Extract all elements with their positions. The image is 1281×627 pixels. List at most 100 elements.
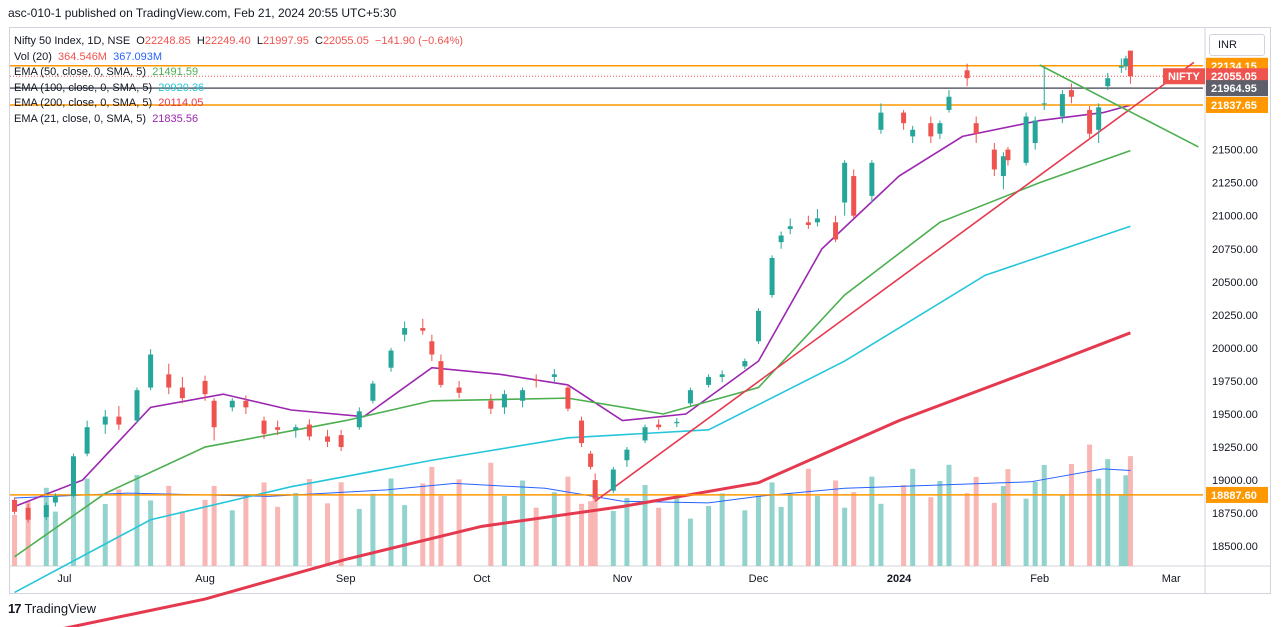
- high-value: 22249.40: [204, 35, 251, 47]
- candle-body: [592, 480, 598, 499]
- open-value: 22248.85: [144, 35, 191, 47]
- volume-bar: [687, 518, 693, 566]
- candle-body: [878, 112, 884, 130]
- chart-panel[interactable]: [9, 27, 1271, 594]
- candle-body: [656, 424, 662, 428]
- ema50-value: 21491.59: [152, 66, 199, 78]
- volume-bar: [878, 503, 884, 566]
- candle-body: [624, 449, 630, 461]
- candle-body: [275, 427, 281, 430]
- tradingview-logo[interactable]: 17 TradingView: [8, 601, 96, 616]
- x-tick-label: Mar: [1162, 573, 1181, 585]
- candle-body: [901, 112, 907, 124]
- volume-bar: [102, 504, 108, 566]
- volume-average-line: [14, 468, 1131, 504]
- candle-body: [928, 123, 934, 137]
- candle-body: [370, 383, 376, 401]
- volume-value: 364.546M: [58, 50, 107, 63]
- volume-bar: [869, 476, 875, 566]
- volume-bar: [946, 464, 952, 566]
- candle-body: [565, 387, 571, 409]
- ema-line-ema200: [63, 331, 1131, 627]
- volume-bar: [624, 498, 630, 566]
- volume-bar: [456, 479, 462, 566]
- legend-volume-row[interactable]: Vol (20) 364.546M 367.093M: [14, 50, 463, 66]
- y-tick-label: 21000.00: [1212, 211, 1258, 223]
- low-value: 21997.95: [262, 35, 309, 47]
- legend-ema21-row[interactable]: EMA (21, close, 0, SMA, 5) 21835.56: [14, 112, 463, 128]
- legend-ema50-row[interactable]: EMA (50, close, 0, SMA, 5) 21491.59: [14, 65, 463, 81]
- y-tick-label: 18500.00: [1212, 541, 1258, 553]
- high-label: H: [196, 35, 205, 47]
- volume-bar: [356, 508, 362, 566]
- volume-bar: [1127, 456, 1133, 566]
- volume-bar: [991, 502, 997, 566]
- x-tick-label: Oct: [473, 573, 490, 585]
- candle-body: [25, 507, 31, 520]
- candle-body: [102, 416, 108, 425]
- tradingview-logo-icon: 17: [8, 601, 22, 616]
- volume-bar: [805, 468, 811, 566]
- candle-body: [420, 328, 426, 331]
- legend-ema100-row[interactable]: EMA (100, close, 0, SMA, 5) 20920.36: [14, 81, 463, 97]
- candle-body: [642, 427, 648, 441]
- volume-bar: [1041, 464, 1047, 566]
- candle-body: [402, 328, 408, 335]
- legend-symbol-row[interactable]: Nifty 50 Index, 1D, NSE O22248.85 H22249…: [14, 34, 463, 50]
- volume-bar: [1005, 469, 1011, 566]
- y-tick-label: 19000.00: [1212, 475, 1258, 487]
- candle-body: [1000, 156, 1006, 177]
- ema-line-ema21: [14, 104, 1131, 508]
- volume-bar: [1000, 486, 1006, 566]
- ema200-value: 20114.05: [158, 97, 204, 109]
- candle-body: [116, 416, 122, 425]
- candle-body: [1068, 90, 1074, 97]
- x-tick-label: Feb: [1030, 573, 1049, 585]
- volume-bar: [211, 485, 217, 566]
- volume-bar: [43, 487, 49, 566]
- ema100-label: EMA (100, close, 0, SMA, 5): [14, 81, 153, 94]
- price-label-text: 18887.60: [1211, 490, 1257, 502]
- candle-body: [869, 162, 875, 196]
- candle-body: [12, 499, 18, 512]
- volume-bar: [973, 476, 979, 566]
- volume-bar: [742, 510, 748, 566]
- volume-bar: [166, 485, 172, 566]
- volume-avg-value: 367.093M: [113, 50, 163, 63]
- ema100-value: 20920.36: [158, 81, 205, 94]
- volume-bar: [579, 503, 585, 566]
- trend-line: [594, 61, 1195, 502]
- candle-body: [52, 495, 58, 503]
- candle-body: [610, 469, 616, 491]
- volume-bar: [438, 495, 444, 566]
- x-tick-label: Aug: [195, 573, 215, 585]
- candle-body: [946, 96, 952, 110]
- volume-bar: [674, 496, 680, 566]
- publish-info: asc-010-1 published on TradingView.com, …: [8, 6, 397, 20]
- volume-bar: [71, 493, 77, 566]
- ema200-label: EMA (200, close, 0, SMA, 5): [14, 97, 153, 109]
- candle-body: [833, 222, 839, 240]
- volume-bar: [719, 493, 725, 566]
- candle-body: [674, 421, 680, 424]
- candle-body: [814, 218, 820, 223]
- legend-ema200-row[interactable]: EMA (200, close, 0, SMA, 5) 20114.05: [14, 96, 463, 112]
- symbol-tag-box: [1163, 68, 1205, 85]
- price-label-box: [1206, 486, 1268, 503]
- currency-button[interactable]: INR: [1209, 34, 1265, 56]
- candle-body: [166, 374, 172, 388]
- symbol-name[interactable]: Nifty 50 Index, 1D, NSE: [14, 35, 131, 47]
- volume-bar: [769, 482, 775, 566]
- candle-body: [1059, 94, 1065, 117]
- volume-bar: [501, 496, 507, 566]
- candle-body: [179, 387, 185, 399]
- candle-body: [202, 380, 208, 395]
- candle-body: [1087, 109, 1093, 134]
- volume-bar: [964, 493, 970, 566]
- candle-body: [1127, 50, 1133, 77]
- ema21-value: 21835.56: [152, 112, 199, 125]
- price-label-text: 21837.65: [1211, 100, 1257, 112]
- symbol-tag-text: NIFTY: [1168, 71, 1200, 83]
- candle-body: [687, 390, 693, 404]
